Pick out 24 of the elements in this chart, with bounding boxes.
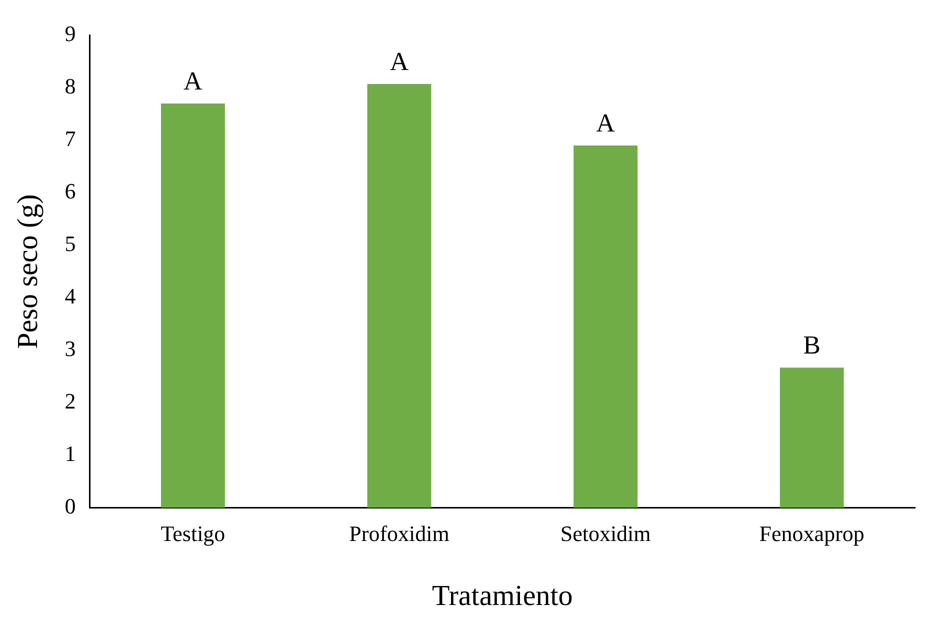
y-tick-label: 9 — [64, 20, 76, 46]
y-tick-label: 3 — [64, 336, 76, 362]
annotation: A — [184, 66, 203, 96]
y-tick-label: 8 — [64, 73, 76, 98]
bar — [574, 145, 638, 508]
y-tick-label: 1 — [64, 441, 76, 466]
bar — [367, 84, 432, 508]
x-tick-label: Profoxidim — [349, 520, 450, 546]
y-tick-label: 4 — [64, 284, 76, 309]
y-tick-label: 6 — [64, 178, 76, 204]
x-tick-label: Fenoxaprop — [759, 520, 864, 546]
bar — [780, 368, 844, 508]
y-axis-title: Peso seco (g) — [12, 194, 44, 349]
y-tick-label: 7 — [64, 126, 76, 152]
annotation: A — [596, 108, 616, 138]
bar — [160, 103, 225, 508]
annotation: B — [803, 330, 821, 360]
x-tick-label: Setoxidim — [560, 520, 651, 546]
x-axis-title: Tratamiento — [432, 580, 573, 612]
y-tick-label: 0 — [64, 494, 76, 519]
y-tick-label: 2 — [64, 388, 76, 414]
annotation: A — [390, 46, 409, 76]
y-tick-label: 5 — [64, 231, 76, 256]
x-tick-label: Testigo — [160, 520, 226, 546]
